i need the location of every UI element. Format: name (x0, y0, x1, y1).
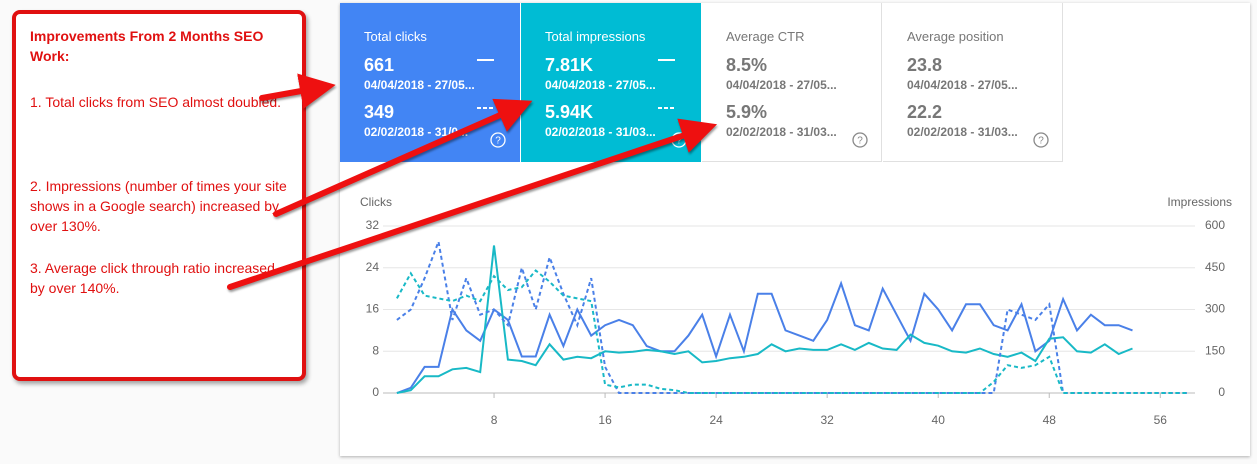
date-range: 04/04/2018 - 27/05... (726, 78, 837, 92)
performance-panel: Total clicks 661 04/04/2018 - 27/05... 349 0… (340, 3, 1250, 456)
date-range: 04/04/2018 - 27/05... (545, 78, 656, 92)
annotation-item: 3. Average click through ratio increased… (30, 260, 275, 296)
y2-axis-label: Impressions (1167, 195, 1232, 209)
series-line (396, 269, 1189, 394)
x-tick-label: 8 (491, 413, 498, 427)
annotation-title: Improvements From 2 Months SEO Work: (30, 28, 264, 64)
y-axis-label: Clicks (360, 195, 392, 209)
series-line (396, 237, 1189, 394)
annotation-box: Improvements From 2 Months SEO Work: 1. … (12, 10, 306, 381)
x-tick-label: 56 (1154, 413, 1168, 427)
help-icon[interactable] (1033, 132, 1049, 148)
series-line (396, 280, 1133, 394)
y2-tick-label: 0 (1218, 385, 1225, 399)
y2-tick-label: 300 (1205, 302, 1225, 316)
y-tick-label: 16 (366, 302, 380, 316)
metric-value: 22.2 (907, 102, 943, 122)
metric-value: 661 (364, 55, 395, 75)
y2-tick-label: 450 (1205, 260, 1225, 274)
x-tick-label: 48 (1043, 413, 1057, 427)
y-tick-label: 24 (366, 260, 380, 274)
metric-label: Total clicks (364, 29, 427, 44)
x-tick-label: 32 (820, 413, 834, 427)
date-range: 02/02/2018 - 31/03... (726, 125, 837, 139)
metric-value: 5.94K (545, 102, 594, 122)
help-icon-mark: ? (1038, 136, 1044, 147)
card-icons: ? (1033, 132, 1049, 148)
card-icons: ? (852, 132, 868, 148)
date-range: 02/02/2018 - 31/03... (907, 125, 1018, 139)
date-range: 04/04/2018 - 27/05... (364, 78, 475, 92)
y-tick-label: 32 (366, 218, 380, 232)
y2-tick-label: 600 (1205, 218, 1225, 232)
metric-label: Average position (907, 29, 1004, 44)
metric-value: 7.81K (545, 55, 594, 75)
x-tick-label: 24 (709, 413, 723, 427)
y-tick-label: 0 (372, 385, 379, 399)
metric-value: 23.8 (907, 55, 943, 75)
y2-tick-label: 150 (1205, 343, 1225, 357)
metric-label: Total impressions (545, 29, 646, 44)
metric-value: 8.5% (726, 55, 768, 75)
annotation-item: 2. Impressions (number of times your sit… (30, 178, 287, 234)
metric-card: Average CTR 8.5% 04/04/2018 - 27/05... 5.9%… (702, 3, 882, 162)
help-icon[interactable] (852, 132, 868, 148)
date-range: 04/04/2018 - 27/05... (907, 78, 1018, 92)
x-tick-label: 16 (598, 413, 612, 427)
metric-value: 5.9% (726, 102, 768, 122)
x-tick-label: 40 (932, 413, 946, 427)
y-tick-label: 8 (372, 343, 379, 357)
series-line (396, 245, 1133, 394)
metric-card: Average position 23.8 04/04/2018 - 27/05..… (883, 3, 1063, 162)
help-icon-mark: ? (857, 136, 863, 147)
chart: Clicks Impressions 0 8 16 24 32 0 150 300 450 600… (360, 195, 1232, 427)
annotation-item: 1. Total clicks from SEO almost doubled. (30, 94, 282, 110)
metric-label: Average CTR (726, 29, 805, 44)
